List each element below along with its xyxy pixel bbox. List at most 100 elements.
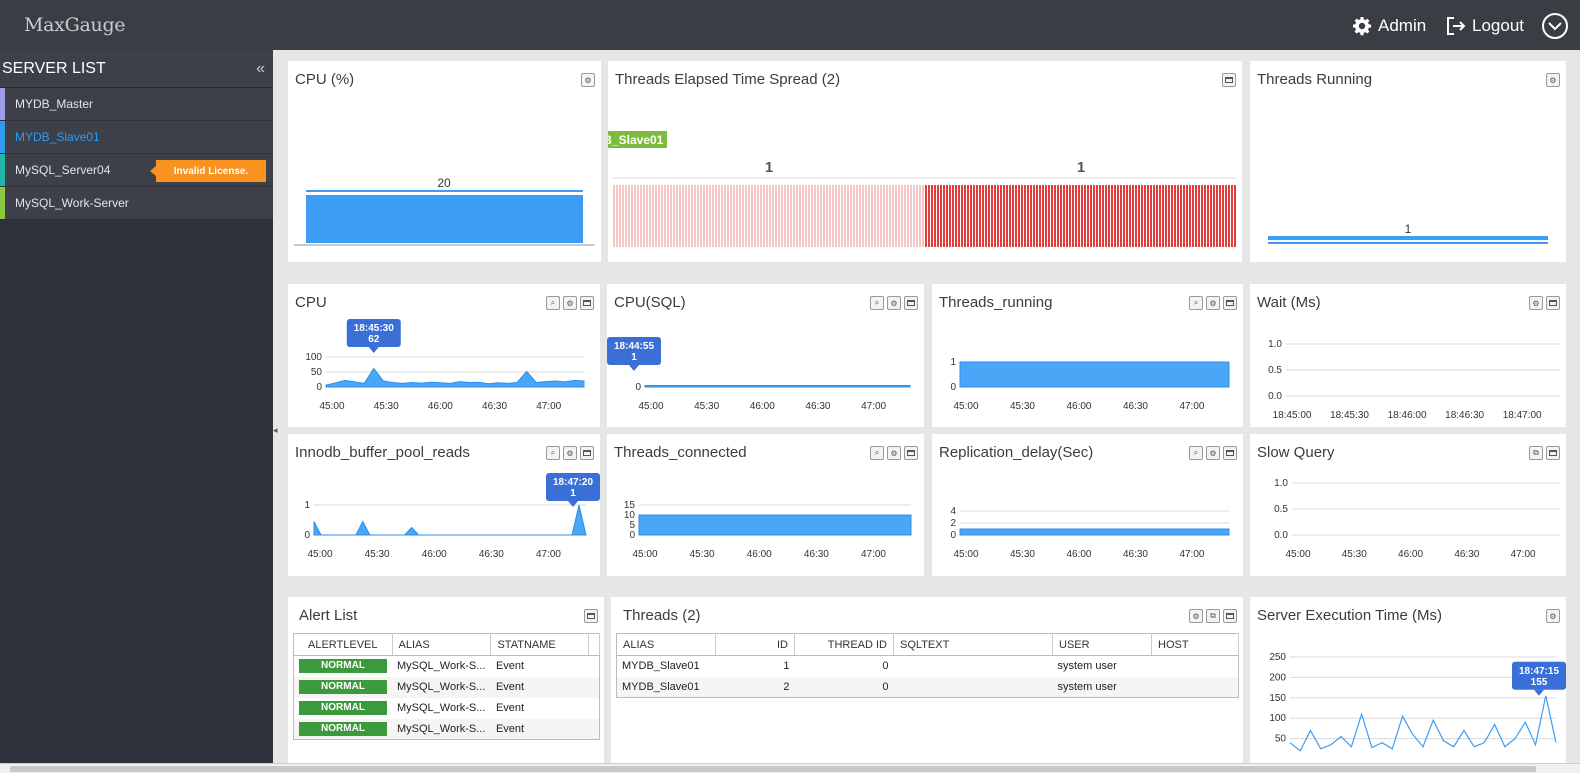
- col-sqltext[interactable]: SQLTEXT: [893, 633, 1053, 656]
- maximize-icon[interactable]: [584, 609, 598, 623]
- tooltip-value: 1: [570, 488, 576, 499]
- col-thread-id[interactable]: THREAD ID: [794, 633, 894, 656]
- server-color-marker: [0, 121, 5, 153]
- col-host[interactable]: HOST: [1151, 633, 1239, 656]
- settings-icon[interactable]: ⚙: [887, 296, 901, 310]
- spread-bar-stripe: [1192, 185, 1194, 247]
- spread-bar-stripe: [838, 185, 840, 247]
- collapse-sidebar-icon[interactable]: «: [256, 60, 265, 77]
- server-list-sidebar: SERVER LIST « MYDB_Master MYDB_Slave01 M…: [0, 50, 273, 763]
- tooltip-pointer: [368, 347, 379, 353]
- server-item-label: MySQL_Work-Server: [15, 196, 129, 210]
- table-row[interactable]: NORMAL MySQL_Work-S... Event: [294, 698, 600, 719]
- series-area: [325, 367, 585, 388]
- spread-bar-stripe: [1219, 185, 1221, 247]
- col-statname[interactable]: STATNAME: [490, 633, 590, 656]
- spread-bar-stripe: [832, 185, 834, 247]
- sidebar-resize-handle[interactable]: ◂: [273, 425, 278, 435]
- maximize-icon[interactable]: [580, 296, 594, 310]
- spread-bar-stripe: [1186, 185, 1188, 247]
- settings-icon[interactable]: ⚙: [1189, 609, 1203, 623]
- maximize-icon[interactable]: [1222, 73, 1236, 87]
- table-row[interactable]: NORMAL MySQL_Work-S... Event: [293, 676, 600, 698]
- spread-bar-stripe: [679, 185, 681, 247]
- panel-title: CPU: [295, 294, 327, 311]
- spread-bar-stripe: [1033, 185, 1035, 247]
- horizontal-scrollbar[interactable]: [0, 763, 1580, 773]
- settings-icon[interactable]: ⚙: [887, 446, 901, 460]
- y-tick-label: 0: [304, 530, 310, 541]
- table-row[interactable]: NORMAL MySQL_Work-S... Event: [294, 656, 600, 677]
- spread-bar-stripe: [1165, 185, 1167, 247]
- col-alertlevel[interactable]: ALERTLEVEL: [293, 633, 393, 656]
- maximize-icon[interactable]: [1546, 446, 1560, 460]
- table-row[interactable]: MYDB_Slave01 2 0 system user: [616, 676, 1239, 698]
- spread-bar-stripe: [796, 185, 798, 247]
- stat-cell: Event: [495, 702, 525, 714]
- admin-button[interactable]: Admin: [1352, 14, 1426, 38]
- series-area: [644, 385, 911, 388]
- y-tick-label: 50: [1275, 734, 1287, 745]
- data-label: 1: [1077, 159, 1085, 176]
- server-item-mysql-server04[interactable]: MySQL_Server04 Invalid License.: [0, 154, 273, 186]
- x-tick-label: 47:00: [1511, 549, 1536, 560]
- maximize-icon[interactable]: [904, 296, 918, 310]
- spread-bar-stripe: [1222, 185, 1224, 247]
- table-row[interactable]: NORMAL MySQL_Work-S... Event: [293, 718, 600, 740]
- spread-bar-stripe: [772, 185, 774, 247]
- x-tick-label: 46:30: [1123, 401, 1148, 412]
- col-alias[interactable]: ALIAS: [616, 633, 716, 656]
- server-item-mysql-work-server[interactable]: MySQL_Work-Server: [0, 187, 273, 219]
- restore-icon[interactable]: ⧉: [1206, 609, 1220, 623]
- spread-bar-stripe: [1066, 185, 1068, 247]
- binoculars-icon[interactable]: ⌕: [546, 296, 560, 310]
- binoculars-icon[interactable]: ⌕: [1189, 296, 1203, 310]
- col-id[interactable]: ID: [715, 633, 795, 656]
- table-row[interactable]: MYDB_Slave01 1 0 system user: [617, 656, 1239, 677]
- panel-title: Threads Elapsed Time Spread (2): [615, 71, 841, 88]
- maximize-icon[interactable]: [1223, 446, 1237, 460]
- x-tick-label: 47:00: [1179, 549, 1204, 560]
- wait-ms-chart: 1.0 0.5 0.0 18:45:00 18:45:30 18:46:00 18:46:3…: [1268, 339, 1560, 421]
- user-menu-chevron-icon[interactable]: [1542, 13, 1568, 39]
- binoculars-icon[interactable]: ⌕: [546, 446, 560, 460]
- maximize-icon[interactable]: [1223, 296, 1237, 310]
- settings-icon[interactable]: ⚙: [581, 73, 595, 87]
- settings-icon[interactable]: ⚙: [1546, 609, 1560, 623]
- server-item-mydb-master[interactable]: MYDB_Master: [0, 88, 273, 120]
- settings-icon[interactable]: ⚙: [1529, 296, 1543, 310]
- spread-bar-stripe: [1063, 185, 1065, 247]
- spread-bar-stripe: [1114, 185, 1116, 247]
- spread-bar-stripe: [910, 185, 912, 247]
- maximize-icon[interactable]: [580, 446, 594, 460]
- binoculars-icon[interactable]: ⌕: [1189, 446, 1203, 460]
- restore-icon[interactable]: ⧉: [1529, 446, 1543, 460]
- settings-icon[interactable]: ⚙: [1206, 446, 1220, 460]
- stat-cell: Event: [490, 718, 589, 740]
- y-tick-label: 1.0: [1268, 339, 1282, 350]
- scrollbar-thumb[interactable]: [10, 766, 1536, 772]
- series-tag: [608, 131, 667, 148]
- maximize-icon[interactable]: [904, 446, 918, 460]
- app-logo[interactable]: MaxGauge: [24, 14, 126, 36]
- settings-icon[interactable]: ⚙: [1206, 296, 1220, 310]
- settings-icon[interactable]: ⚙: [563, 296, 577, 310]
- maximize-icon[interactable]: [1223, 609, 1237, 623]
- logout-button[interactable]: Logout: [1446, 14, 1524, 38]
- cpu-pct-bar: [306, 195, 583, 243]
- maximize-icon[interactable]: [1546, 296, 1560, 310]
- spread-bar-stripe: [1195, 185, 1197, 247]
- x-tick-label: 46:30: [804, 549, 829, 560]
- spread-bar-stripe: [721, 185, 723, 247]
- server-item-mydb-slave01[interactable]: MYDB_Slave01: [0, 121, 273, 153]
- settings-icon[interactable]: ⚙: [1546, 73, 1560, 87]
- binoculars-icon[interactable]: ⌕: [870, 446, 884, 460]
- binoculars-icon[interactable]: ⌕: [870, 296, 884, 310]
- spread-bar-stripe: [805, 185, 807, 247]
- col-user[interactable]: USER: [1052, 633, 1152, 656]
- spread-bar-stripe: [1084, 185, 1086, 247]
- col-alias[interactable]: ALIAS: [392, 633, 492, 656]
- spread-bar-stripe: [1000, 185, 1002, 247]
- settings-icon[interactable]: ⚙: [563, 446, 577, 460]
